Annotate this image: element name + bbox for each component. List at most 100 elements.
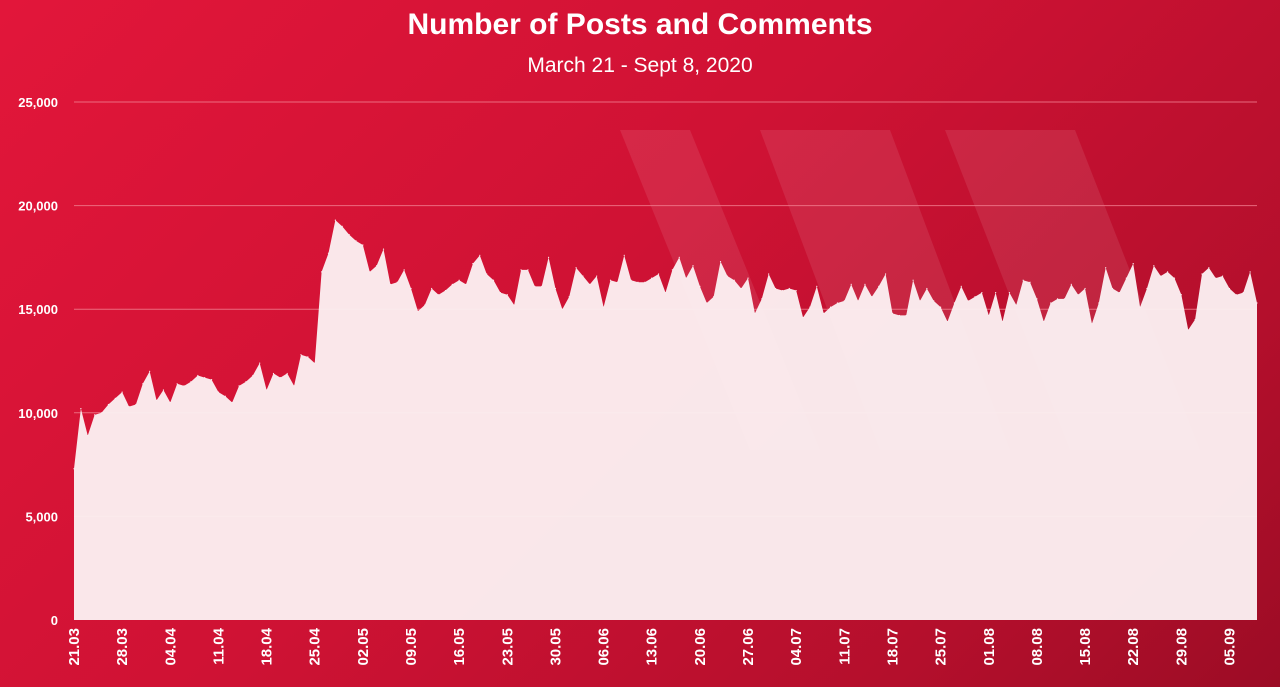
x-tick-label: 08.08: [1029, 628, 1046, 666]
data-point: [658, 273, 660, 275]
data-point: [417, 310, 419, 312]
data-point: [321, 271, 323, 273]
data-point: [926, 287, 928, 290]
data-point: [1201, 273, 1203, 275]
data-point: [362, 244, 364, 246]
data-point: [644, 281, 646, 283]
y-tick-label: 0: [51, 613, 58, 628]
chart-title: Number of Posts and Comments: [407, 8, 873, 41]
data-point: [823, 312, 825, 314]
data-point: [871, 296, 873, 298]
y-tick-label: 15,000: [18, 302, 58, 317]
data-point: [506, 294, 508, 296]
data-point: [630, 279, 632, 281]
x-tick-label: 11.04: [210, 627, 227, 664]
data-point: [589, 283, 591, 285]
data-point: [1139, 306, 1141, 308]
data-point: [1029, 281, 1031, 283]
data-point: [396, 281, 398, 283]
x-tick-label: 28.03: [114, 628, 131, 666]
x-tick-label: 01.08: [981, 628, 998, 666]
data-point: [623, 254, 625, 256]
data-point: [1001, 321, 1004, 323]
x-axis: 21.03 28.03 04.04 11.04 18.04 25.04 02.05 09.05…: [66, 627, 1238, 665]
data-point: [671, 269, 673, 271]
data-point: [816, 285, 818, 288]
data-point: [726, 275, 729, 277]
x-tick-label: 15.08: [1077, 628, 1094, 666]
data-point: [1125, 277, 1127, 279]
data-point: [444, 289, 447, 292]
data-point: [286, 372, 288, 375]
data-point: [953, 302, 955, 304]
data-point: [946, 321, 949, 323]
data-point: [1166, 271, 1169, 273]
x-tick-label: 18.07: [884, 628, 901, 666]
data-point: [603, 306, 605, 308]
chart-subtitle: March 21 - Sept 8, 2020: [527, 54, 753, 77]
data-point: [492, 279, 495, 281]
data-point: [307, 356, 309, 358]
data-point: [94, 414, 96, 416]
data-point: [149, 370, 151, 372]
data-point: [169, 401, 171, 404]
data-point: [162, 389, 165, 391]
data-point: [210, 379, 213, 381]
data-point: [1105, 267, 1107, 269]
data-point: [1242, 292, 1244, 294]
data-point: [238, 385, 240, 387]
data-point: [940, 306, 942, 308]
data-point: [1132, 263, 1134, 265]
data-point: [719, 260, 722, 263]
data-point: [486, 273, 488, 275]
data-point: [437, 294, 440, 296]
data-point: [1008, 292, 1011, 294]
data-point: [651, 277, 653, 279]
data-point: [788, 287, 790, 290]
data-point: [905, 314, 907, 317]
data-point: [1215, 277, 1217, 279]
data-point: [245, 381, 247, 383]
data-point: [114, 397, 116, 399]
data-point: [348, 234, 350, 236]
data-point: [135, 403, 137, 406]
data-point: [609, 279, 612, 281]
area-series: [74, 220, 1257, 620]
data-point: [472, 263, 474, 265]
data-point: [878, 285, 880, 288]
data-point: [919, 300, 921, 302]
data-point: [836, 302, 839, 304]
data-point: [740, 287, 742, 290]
data-point: [1194, 318, 1196, 321]
data-point: [1063, 298, 1066, 300]
y-tick-label: 10,000: [18, 406, 58, 421]
data-point: [547, 256, 550, 258]
data-point: [974, 296, 976, 298]
data-point: [1070, 283, 1072, 285]
data-point: [995, 292, 997, 294]
data-point: [217, 391, 220, 393]
data-point: [857, 300, 859, 302]
data-point: [568, 296, 570, 298]
data-point: [664, 292, 667, 294]
data-point: [884, 273, 887, 275]
x-tick-label: 20.06: [692, 628, 709, 666]
data-point: [596, 275, 598, 277]
data-point: [891, 312, 894, 314]
data-point: [458, 279, 460, 281]
data-point: [733, 279, 735, 281]
data-point: [561, 308, 563, 310]
data-point: [128, 405, 130, 408]
data-point: [706, 302, 708, 304]
data-point: [499, 292, 502, 294]
x-tick-label: 13.06: [644, 628, 661, 666]
data-point: [121, 391, 123, 393]
data-point: [279, 376, 281, 379]
data-point: [73, 468, 75, 470]
data-point: [1173, 277, 1176, 279]
data-point: [527, 269, 529, 271]
data-point: [1208, 267, 1210, 269]
data-point: [1153, 265, 1155, 267]
